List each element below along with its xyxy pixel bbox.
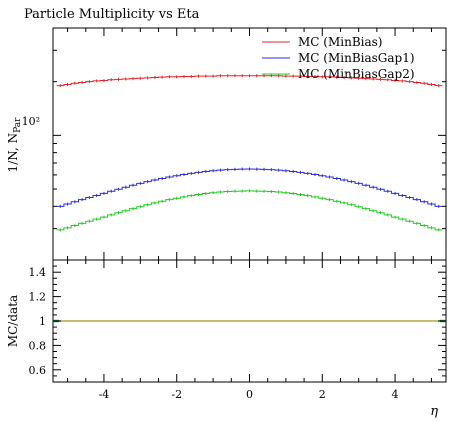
- series-3: [56, 189, 443, 232]
- series-line-2: [56, 168, 443, 207]
- main-series-group: [56, 74, 443, 232]
- chart-title: Particle Multiplicity vs Eta: [24, 7, 200, 22]
- series-2: [56, 167, 443, 208]
- x-tick-label: 4: [392, 388, 399, 401]
- x-tick-label: -4: [99, 388, 110, 401]
- series-1: [56, 74, 443, 88]
- x-axis-label: η: [430, 404, 438, 419]
- legend-label-1: MC (MinBias): [298, 35, 382, 49]
- ratio-y-tick-label: 1: [39, 315, 46, 328]
- x-tick-label: 2: [319, 388, 326, 401]
- main-tick-group: [53, 27, 446, 261]
- legend: MC (MinBias) MC (MinBiasGap1) MC (MinBiasG…: [262, 35, 415, 81]
- ratio-y-tick-label: 0.6: [29, 364, 47, 377]
- ratio-y-tick-label: 1.2: [29, 291, 47, 304]
- main-y-tick-label: 10²: [22, 115, 40, 128]
- ratio-y-axis-label: MC/data: [6, 295, 20, 347]
- series-line-3: [56, 190, 443, 231]
- legend-label-2: MC (MinBiasGap1): [298, 51, 415, 65]
- x-tick-label: 0: [246, 388, 253, 401]
- legend-label-3: MC (MinBiasGap2): [298, 67, 415, 81]
- ratio-tick-group: -4 -2 0 2 4 0.6 0.8 1 1.2 1.4: [29, 259, 446, 401]
- x-tick-label: -2: [171, 388, 182, 401]
- main-y-axis-label: 1/N, NPar: [6, 117, 23, 173]
- ratio-y-tick-label: 1.4: [29, 266, 47, 279]
- ratio-y-tick-label: 0.8: [29, 339, 47, 352]
